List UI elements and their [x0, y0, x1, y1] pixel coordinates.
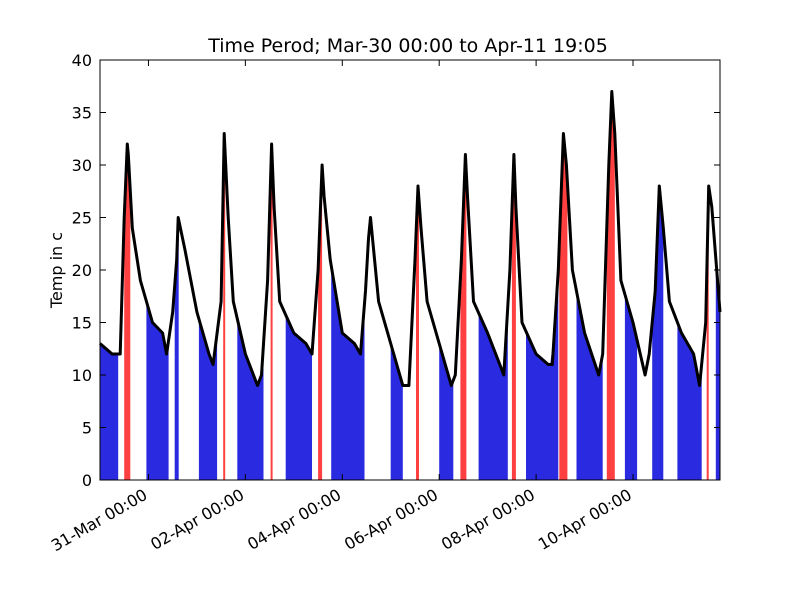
fill-band-high-14 [460, 159, 467, 481]
fill-band-low-19 [576, 291, 603, 480]
fill-band-high-12 [416, 189, 419, 480]
y-axis-label: Temp in c [47, 232, 66, 309]
x-tick-label: 04-Apr 00:00 [244, 485, 344, 554]
fill-band-low-2 [146, 301, 169, 480]
fill-band-low-17 [526, 270, 559, 480]
fill-band-low-13 [439, 343, 454, 480]
fill-band-high-7 [270, 144, 273, 480]
y-tick-label: 10 [72, 366, 92, 385]
y-tick-label: 35 [72, 104, 92, 123]
x-tick-label: 31-Mar 00:00 [48, 485, 151, 555]
x-tick-label: 06-Apr 00:00 [341, 485, 441, 554]
series-layer [99, 90, 722, 387]
fill-band-high-1 [124, 144, 131, 480]
chart-title: Time Perod; Mar-30 00:00 to Apr-11 19:05 [207, 35, 608, 57]
fill-band-low-22 [652, 189, 664, 481]
fill-band-low-0 [100, 343, 119, 480]
y-tick-label: 20 [72, 261, 92, 280]
y-tick-label: 15 [72, 314, 92, 333]
y-tick-label: 25 [72, 209, 92, 228]
fill-band-high-9 [318, 165, 323, 480]
y-tick-label: 40 [72, 51, 92, 70]
fill-band-low-21 [624, 294, 638, 480]
y-tick-label: 30 [72, 156, 92, 175]
y-axis: 0 5 10 15 20 25 30 35 40 [72, 51, 720, 490]
fill-band-low-8 [285, 315, 312, 480]
x-tick-label: 10-Apr 00:00 [535, 485, 635, 554]
y-tick-label: 5 [82, 419, 92, 438]
y-tick-label: 0 [82, 471, 92, 490]
fill-band-high-16 [511, 154, 516, 480]
fill-band-low-15 [478, 305, 508, 480]
fill-band-low-23 [677, 322, 702, 480]
fill-band-low-25 [715, 258, 720, 480]
fill-bands [100, 91, 720, 481]
x-tick-label: 02-Apr 00:00 [147, 485, 247, 554]
series-line [99, 90, 722, 387]
fill-band-low-4 [198, 319, 218, 480]
x-tick-label: 08-Apr 00:00 [438, 485, 538, 554]
fill-band-low-6 [237, 319, 264, 480]
